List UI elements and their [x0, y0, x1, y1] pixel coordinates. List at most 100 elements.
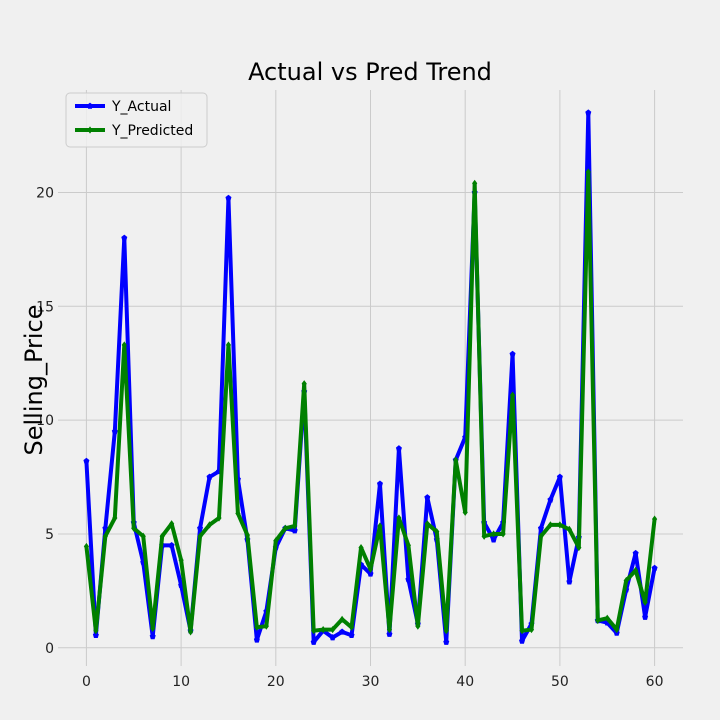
- data-point: [348, 623, 355, 631]
- data-point: [623, 577, 629, 585]
- data-point: [121, 234, 128, 241]
- data-point: [386, 625, 393, 634]
- data-point: [225, 341, 232, 349]
- data-point: [169, 520, 175, 528]
- data-point: [93, 627, 99, 635]
- data-point: [424, 520, 430, 528]
- data-point: [339, 615, 345, 623]
- data-point: [367, 565, 374, 573]
- data-point: [348, 631, 355, 639]
- data-point: [253, 636, 260, 643]
- data-point: [301, 380, 307, 388]
- legend-marker: [87, 126, 93, 134]
- data-point: [254, 623, 260, 631]
- data-point: [216, 514, 222, 522]
- data-point: [292, 522, 298, 530]
- data-point: [92, 631, 99, 639]
- data-point: [633, 566, 639, 574]
- data-point: [206, 473, 213, 480]
- data-point: [358, 544, 364, 552]
- data-point: [282, 524, 288, 532]
- data-point: [642, 613, 649, 620]
- data-point: [168, 541, 175, 549]
- data-point: [500, 530, 506, 538]
- data-point: [83, 542, 90, 551]
- data-point: [519, 637, 526, 644]
- data-point: [329, 634, 336, 641]
- data-point: [405, 576, 412, 583]
- data-point: [291, 527, 298, 534]
- data-point: [424, 494, 431, 501]
- data-point: [462, 508, 468, 516]
- y-tick-label: 0: [45, 641, 54, 657]
- data-point: [547, 496, 554, 503]
- data-point: [509, 391, 516, 399]
- data-point: [111, 428, 118, 435]
- data-point: [519, 627, 525, 635]
- data-point: [538, 532, 544, 540]
- y-tick-label: 5: [45, 527, 54, 543]
- data-point: [197, 524, 204, 532]
- data-point: [150, 624, 156, 633]
- data-point: [481, 532, 487, 540]
- data-point: [339, 628, 346, 635]
- data-point: [547, 521, 554, 529]
- y-axis-label: Selling_Price: [20, 305, 48, 456]
- data-point: [311, 627, 317, 635]
- data-point: [556, 473, 563, 480]
- data-point: [187, 628, 194, 636]
- data-point: [396, 514, 402, 522]
- data-point: [443, 638, 450, 645]
- data-point: [651, 515, 658, 523]
- data-point: [395, 445, 402, 452]
- data-point: [557, 521, 563, 529]
- data-point: [320, 625, 326, 634]
- data-point: [491, 530, 497, 538]
- data-point: [595, 616, 601, 625]
- x-tick-label: 0: [82, 674, 91, 690]
- chart-title: Actual vs Pred Trend: [248, 58, 492, 86]
- data-point: [509, 350, 516, 357]
- data-point: [376, 480, 383, 487]
- data-point: [330, 625, 336, 634]
- data-point: [632, 549, 639, 557]
- legend-label: Y_Predicted: [111, 123, 193, 139]
- legend-marker: [87, 102, 93, 109]
- data-point: [263, 622, 269, 630]
- data-point: [537, 524, 544, 532]
- tick-labels: 0 10 20 30 40 50 60 0 5 10 15 20: [36, 185, 663, 690]
- data-point: [415, 622, 421, 630]
- data-point: [490, 536, 497, 543]
- data-point: [614, 625, 620, 634]
- data-point: [197, 532, 203, 540]
- data-point: [604, 614, 610, 622]
- legend[interactable]: Y_Actual Y_Predicted: [65, 92, 208, 148]
- data-point: [566, 578, 573, 585]
- data-point: [386, 630, 393, 637]
- data-point: [102, 532, 108, 540]
- legend-label: Y_Actual: [111, 99, 171, 115]
- data-point: [367, 570, 374, 577]
- data-point: [235, 509, 241, 518]
- data-point: [453, 456, 459, 464]
- legend-item[interactable]: Y_Predicted: [75, 123, 193, 139]
- series: [83, 109, 658, 645]
- data-point: [121, 341, 127, 349]
- series-y-predicted: [83, 168, 658, 636]
- data-point: [244, 531, 250, 539]
- data-point: [225, 194, 232, 201]
- data-point: [178, 556, 184, 564]
- data-point: [642, 598, 648, 606]
- data-point: [651, 564, 658, 571]
- data-point: [443, 627, 449, 635]
- data-point: [112, 514, 118, 522]
- data-point: [585, 109, 592, 116]
- x-tick-label: 10: [172, 674, 190, 690]
- data-point: [576, 544, 582, 552]
- data-point: [131, 524, 137, 532]
- data-point: [310, 638, 317, 645]
- legend-item[interactable]: Y_Actual: [75, 99, 171, 115]
- x-tick-label: 40: [456, 674, 474, 690]
- y-tick-label: 15: [36, 299, 54, 315]
- x-tick-label: 20: [267, 674, 285, 690]
